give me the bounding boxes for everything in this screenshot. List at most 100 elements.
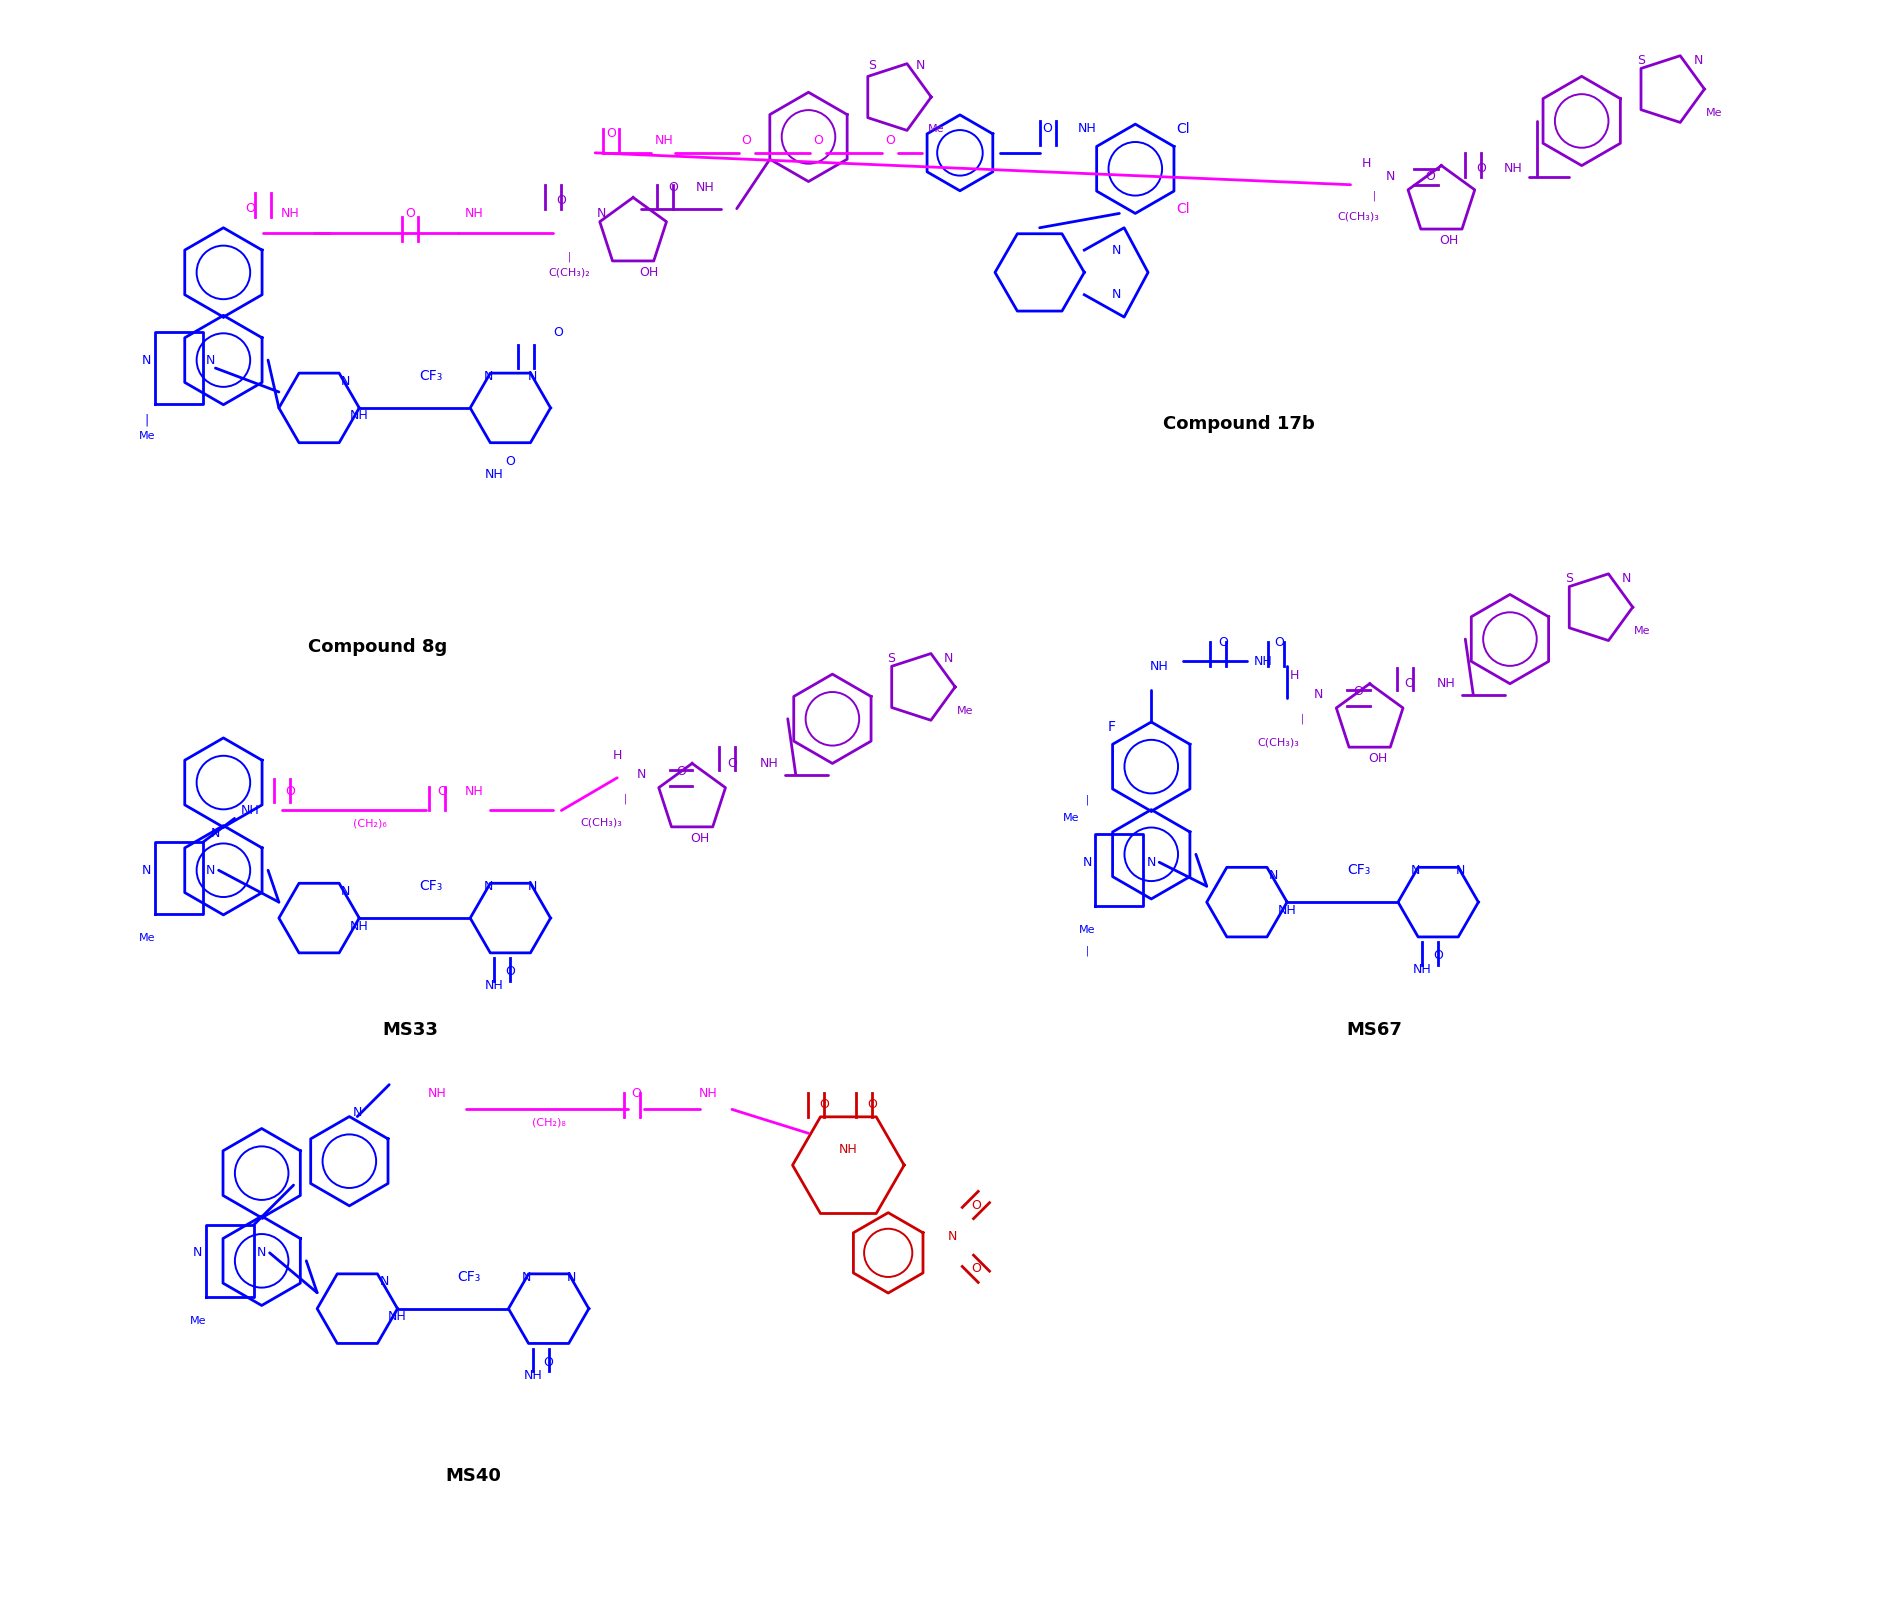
Text: NH: NH — [1254, 655, 1273, 668]
Text: |: | — [1373, 190, 1376, 201]
Text: NH: NH — [759, 757, 778, 770]
Text: N: N — [342, 885, 351, 898]
Text: CF₃: CF₃ — [419, 369, 442, 383]
Text: N: N — [1386, 171, 1395, 184]
Text: |: | — [623, 794, 627, 803]
Text: CF₃: CF₃ — [419, 880, 442, 893]
Text: Me: Me — [138, 933, 155, 942]
Text: NH: NH — [1412, 963, 1431, 976]
Text: N: N — [1410, 864, 1420, 877]
Text: NH: NH — [387, 1310, 406, 1324]
Text: |: | — [568, 251, 570, 262]
Text: S: S — [1565, 572, 1573, 585]
Text: N: N — [1269, 869, 1278, 882]
Text: |: | — [145, 414, 149, 426]
Text: O: O — [676, 765, 685, 778]
Text: O: O — [819, 1099, 829, 1112]
Text: O: O — [544, 1356, 553, 1369]
Text: N: N — [597, 208, 606, 220]
Text: S: S — [1637, 54, 1644, 67]
Text: NH: NH — [242, 803, 261, 818]
Text: S: S — [887, 652, 895, 664]
Text: N: N — [521, 1271, 531, 1284]
Text: N: N — [142, 353, 151, 367]
Text: O: O — [885, 134, 895, 147]
Text: OH: OH — [691, 832, 710, 845]
Text: NH: NH — [699, 1088, 717, 1100]
Text: N: N — [206, 864, 215, 877]
Text: O: O — [742, 134, 751, 147]
Text: C(CH₃)₂: C(CH₃)₂ — [549, 267, 591, 278]
Text: NH: NH — [655, 134, 674, 147]
Text: |: | — [1301, 714, 1305, 723]
Text: NH: NH — [464, 784, 483, 798]
Text: O: O — [1433, 949, 1442, 961]
Text: Cl: Cl — [1176, 121, 1189, 136]
Text: F: F — [1108, 720, 1116, 733]
Text: O: O — [1405, 677, 1414, 690]
Text: NH: NH — [1278, 904, 1297, 917]
Text: N: N — [257, 1246, 266, 1260]
Text: O: O — [631, 1088, 642, 1100]
Text: N: N — [944, 652, 953, 664]
Text: Me: Me — [1063, 813, 1080, 824]
Text: |: | — [1086, 945, 1089, 957]
Text: Me: Me — [189, 1316, 206, 1326]
Text: O: O — [245, 203, 255, 216]
Text: O: O — [867, 1099, 878, 1112]
Text: H: H — [1361, 158, 1371, 171]
Text: O: O — [506, 965, 515, 977]
Text: NH: NH — [1437, 677, 1456, 690]
Text: N: N — [566, 1271, 576, 1284]
Text: NH: NH — [349, 920, 368, 933]
Text: O: O — [1042, 123, 1054, 136]
Text: N: N — [529, 880, 538, 893]
Text: H: H — [1290, 669, 1299, 682]
Text: Me: Me — [927, 125, 944, 134]
Text: O: O — [606, 128, 615, 141]
Text: H: H — [612, 749, 621, 762]
Text: O: O — [970, 1198, 982, 1212]
Text: N: N — [1112, 287, 1121, 302]
Text: Compound 8g: Compound 8g — [308, 639, 447, 656]
Text: C(CH₃)₃: C(CH₃)₃ — [580, 818, 623, 827]
Text: NH: NH — [838, 1143, 857, 1156]
Text: NH: NH — [485, 468, 504, 481]
Text: C(CH₃)₃: C(CH₃)₃ — [1337, 212, 1380, 222]
Text: O: O — [436, 784, 447, 798]
Text: |: | — [1086, 794, 1089, 805]
Text: N: N — [636, 768, 646, 781]
Text: O: O — [970, 1262, 982, 1276]
Text: N: N — [483, 880, 493, 893]
Text: NH: NH — [464, 208, 483, 220]
Text: N: N — [529, 371, 538, 383]
Text: O: O — [1218, 636, 1227, 648]
Text: MS67: MS67 — [1346, 1020, 1403, 1038]
Text: N: N — [1456, 864, 1465, 877]
Text: N: N — [379, 1276, 389, 1289]
Text: N: N — [142, 864, 151, 877]
Text: NH: NH — [349, 409, 368, 422]
Text: O: O — [557, 195, 566, 208]
Text: N: N — [1084, 856, 1091, 869]
Text: N: N — [1146, 856, 1155, 869]
Text: N: N — [948, 1230, 957, 1244]
Text: O: O — [285, 784, 295, 798]
Text: O: O — [814, 134, 823, 147]
Text: Cl: Cl — [1176, 201, 1189, 216]
Text: NH: NH — [695, 182, 714, 195]
Text: Me: Me — [957, 706, 972, 715]
Text: OH: OH — [1369, 752, 1388, 765]
Text: N: N — [483, 371, 493, 383]
Text: NH: NH — [429, 1088, 446, 1100]
Text: O: O — [668, 182, 678, 195]
Text: NH: NH — [523, 1369, 542, 1381]
Text: N: N — [353, 1105, 362, 1118]
Text: C(CH₃)₃: C(CH₃)₃ — [1257, 738, 1299, 747]
Text: N: N — [211, 827, 221, 840]
Text: S: S — [868, 59, 876, 72]
Text: O: O — [553, 326, 563, 340]
Text: (CH₂)₈: (CH₂)₈ — [532, 1118, 566, 1127]
Text: N: N — [1112, 244, 1121, 257]
Text: O: O — [1354, 685, 1363, 698]
